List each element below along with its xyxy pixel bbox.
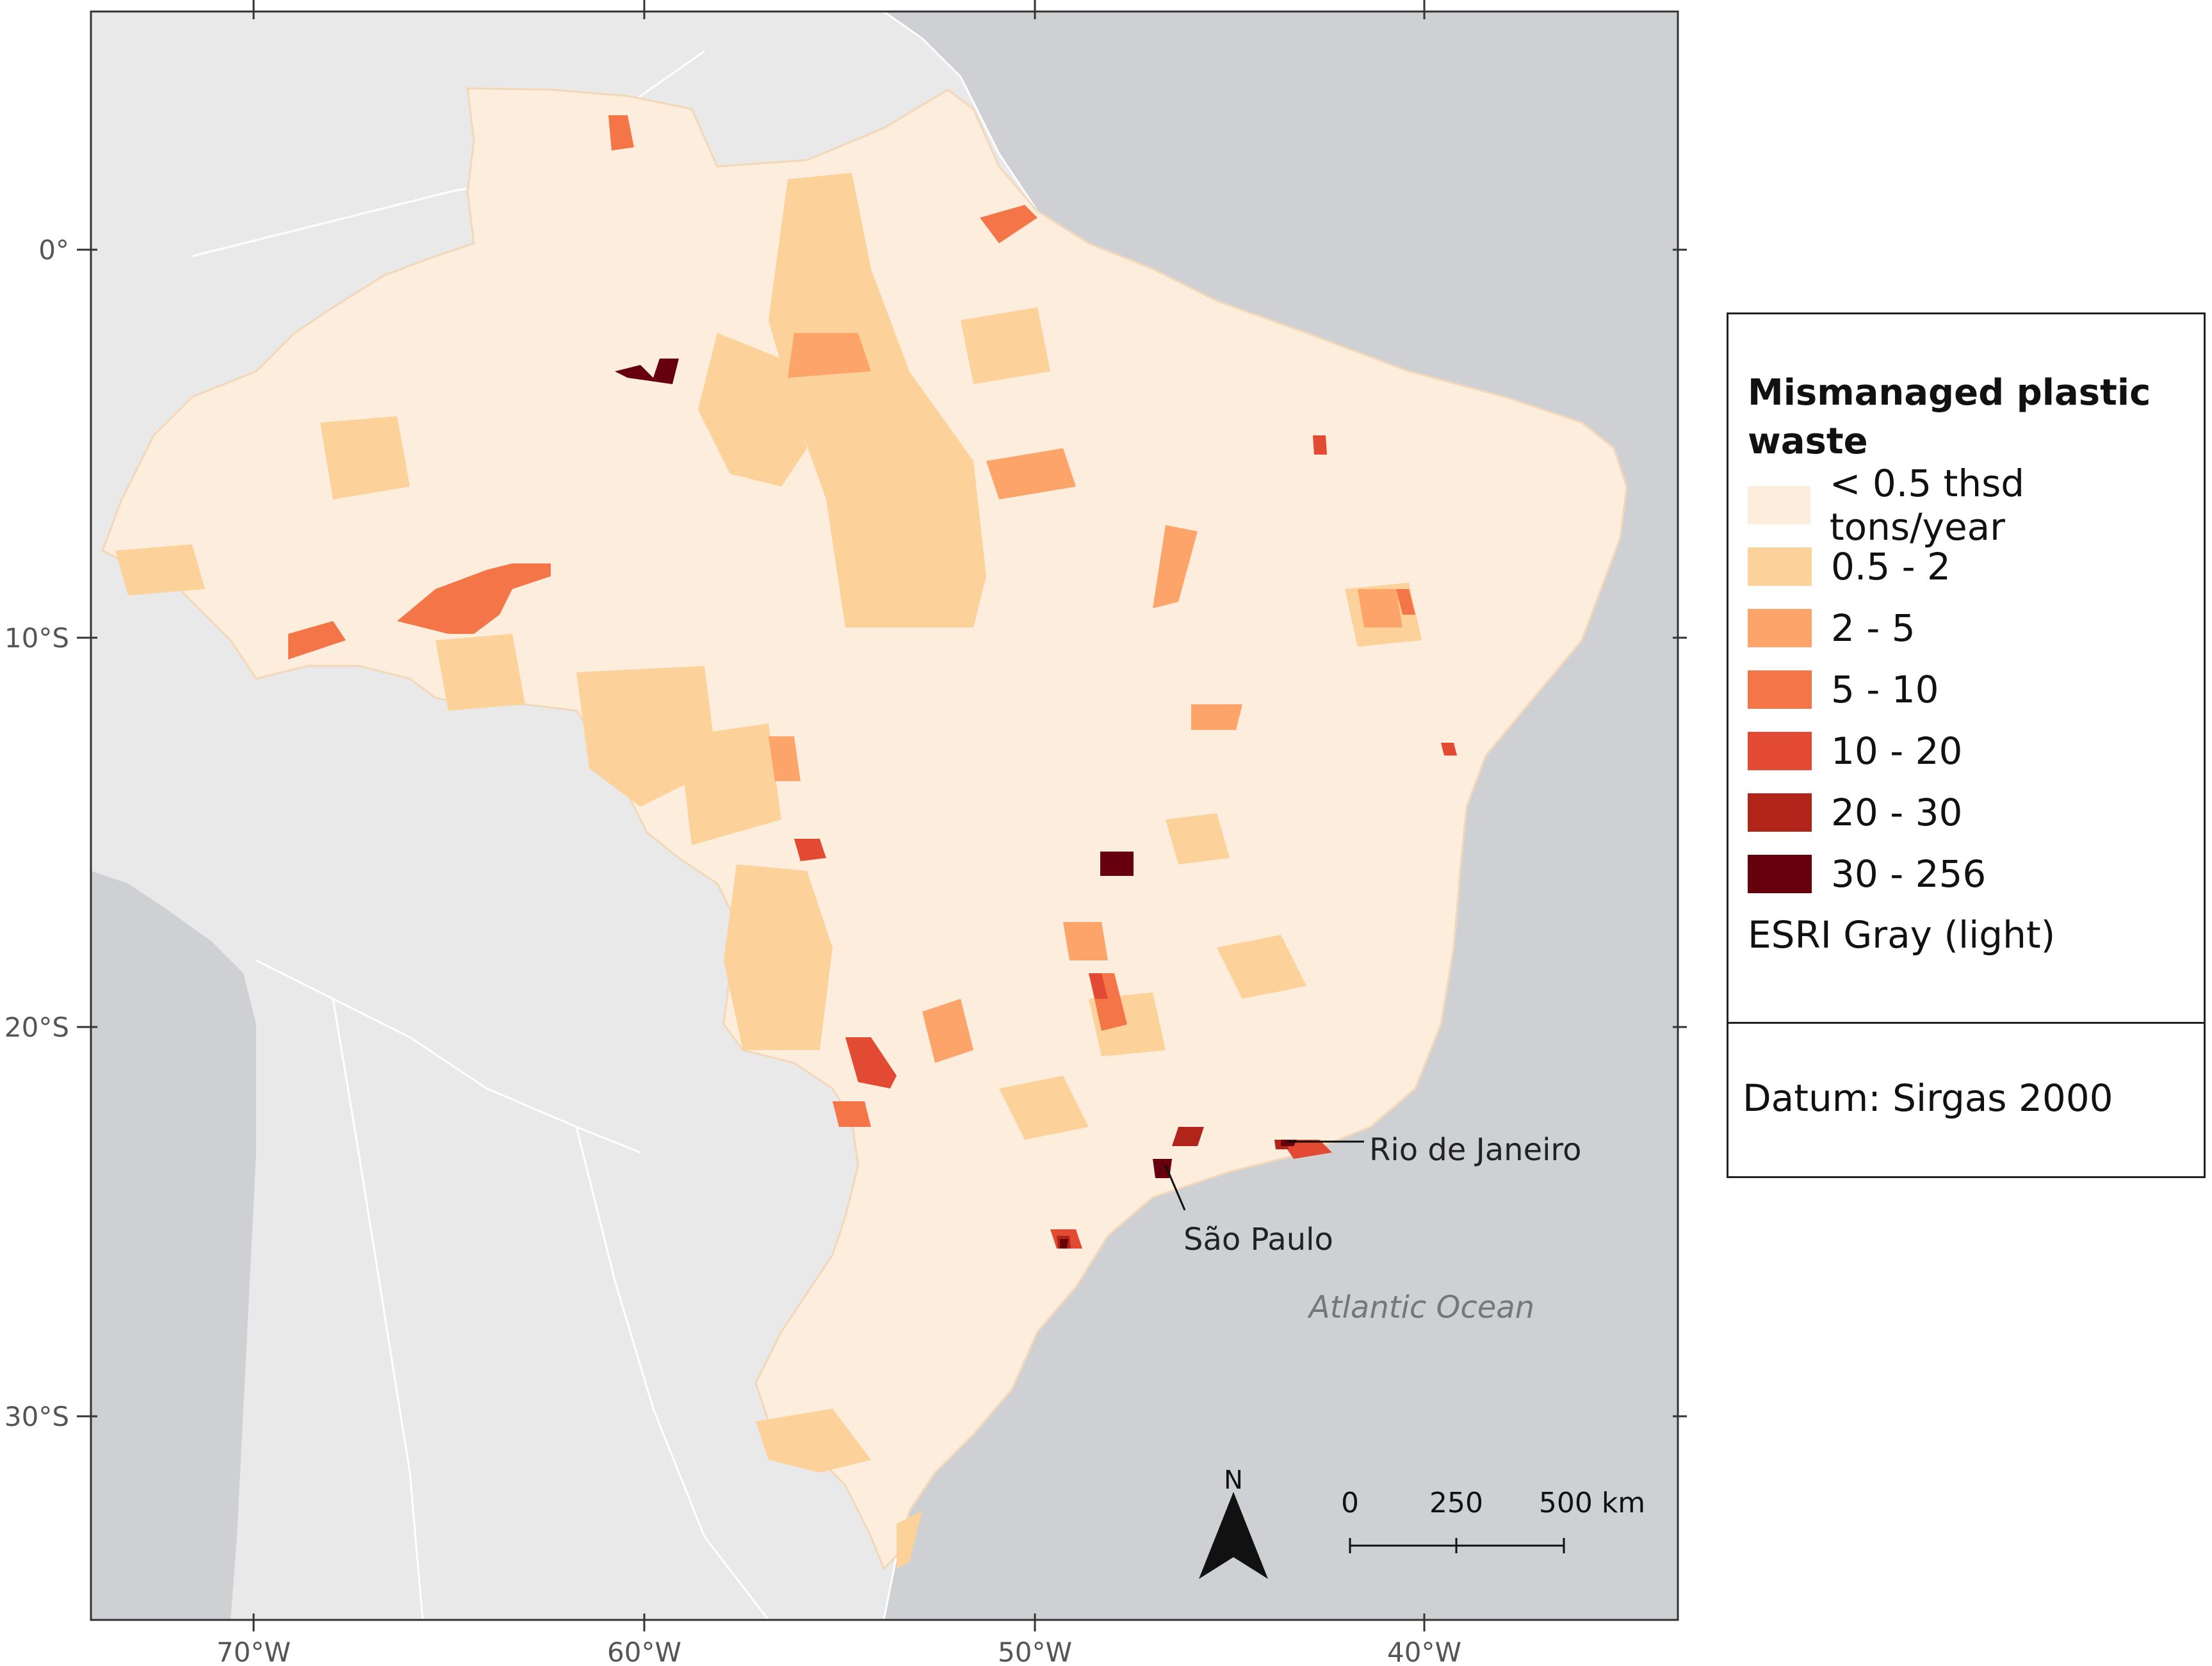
north-arrow-icon [1199,1492,1268,1579]
lat-label: 0° [38,234,69,266]
graticule-ticks [77,0,1687,1631]
lon-label: 70°W [216,1637,291,1666]
legend-swatch [1748,670,1812,709]
legend-swatch [1748,732,1812,770]
legend-swatch [1748,855,1812,893]
lat-label: 20°S [4,1012,69,1043]
legend-divider [1728,1022,2204,1024]
legend-label: 30 - 256 [1831,852,1987,896]
lat-label: 30°S [4,1401,69,1432]
pacific-ocean [91,871,256,1620]
basemap-label: ESRI Gray (light) [1748,913,2056,957]
legend-swatch [1748,486,1810,524]
legend-label: 2 - 5 [1831,606,1915,650]
region-class-30-256 [615,359,1297,1249]
legend-item: 2 - 5 [1748,597,2204,659]
sao-paulo-label: São Paulo [1183,1222,1333,1258]
legend-panel: Mismanaged plastic waste < 0.5 thsd tons… [1727,312,2206,1178]
legend-item: 20 - 30 [1748,782,2204,843]
ocean-label: Atlantic Ocean [1307,1290,1534,1325]
region-class-10-20 [794,435,1457,1249]
legend-title: Mismanaged plastic waste [1748,372,2151,462]
lat-label: 10°S [4,622,69,654]
scale-bar [1349,1538,1565,1553]
legend-swatch [1748,609,1812,647]
legend-label: < 0.5 thsd tons/year [1829,462,2025,549]
legend-label: 0.5 - 2 [1831,545,1951,588]
datum-label: Datum: Sirgas 2000 [1743,1076,2113,1120]
lon-label: 40°W [1387,1637,1461,1666]
legend-item: 0.5 - 2 [1748,536,2204,597]
sao-paulo-leader-line [1164,1165,1186,1211]
legend-item: 10 - 20 [1748,720,2204,782]
lon-label: 60°W [607,1637,681,1666]
scale-label: 500 km [1539,1487,1645,1519]
brazil-territory [101,87,1628,1571]
legend-item: 5 - 10 [1748,659,2204,720]
legend-item: < 0.5 thsd tons/year [1748,462,2204,549]
scale-label: 0 [1341,1487,1359,1519]
legend-label: 20 - 30 [1831,791,1963,834]
region-class-0.5-2 [115,173,1422,1569]
north-arrow-letter: N [1224,1466,1243,1495]
legend-item: 30 - 256 [1748,843,2204,905]
region-class-5-10 [288,115,1415,1127]
legend-items: < 0.5 thsd tons/year 0.5 - 2 2 - 5 5 - 1… [1748,462,2204,905]
rio-label: Rio de Janeiro [1369,1132,1581,1168]
legend-swatch [1748,793,1812,832]
lon-label: 50°W [998,1637,1072,1666]
region-class-2-5 [769,333,1403,1063]
legend-label: 5 - 10 [1831,668,1939,711]
scale-label: 250 [1429,1487,1483,1519]
legend-label: 10 - 20 [1831,729,1963,773]
legend-swatch [1748,547,1812,586]
map-frame [90,10,1679,1621]
